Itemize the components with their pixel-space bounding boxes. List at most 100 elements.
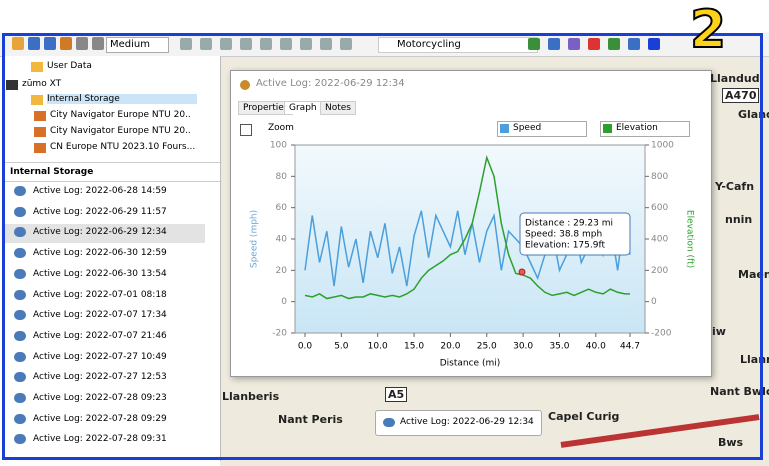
legend-swatch <box>603 124 612 133</box>
tab[interactable]: Notes <box>320 101 356 115</box>
tool-icon[interactable] <box>588 38 600 50</box>
y-tick-label: 40 <box>276 235 288 245</box>
y-tick-label: 20 <box>276 266 288 276</box>
track-icon <box>14 434 26 445</box>
list-item[interactable]: Active Log: 2022-07-27 10:49 <box>33 351 167 362</box>
zoom-label[interactable]: Zoom <box>268 123 294 133</box>
list-item[interactable]: Active Log: 2022-07-07 17:34 <box>33 310 167 321</box>
popup[interactable] <box>375 410 542 436</box>
list-item[interactable]: Active Log: 2022-07-27 12:53 <box>33 372 167 383</box>
tool-icon[interactable] <box>568 38 580 50</box>
track-icon <box>14 186 26 196</box>
y2-tick-label: -200 <box>651 329 672 339</box>
list-row[interactable] <box>5 224 205 244</box>
tool-icon[interactable] <box>648 38 660 50</box>
x-tick-label: 10.0 <box>368 342 388 352</box>
dialog-icon <box>240 80 250 90</box>
map-label: iw <box>712 325 726 338</box>
tree-item[interactable]: CN Europe NTU 2023.10 Fours... <box>50 142 196 152</box>
map-label: nnin <box>725 213 753 226</box>
tree-icon[interactable] <box>31 62 43 72</box>
tool-icon[interactable] <box>608 38 620 50</box>
tool-icon[interactable] <box>60 37 72 50</box>
tree-item[interactable]: zūmo XT <box>22 79 62 89</box>
tree-icon[interactable] <box>34 127 46 137</box>
y-tick-label: 80 <box>276 172 288 182</box>
x-tick-label: 30.0 <box>513 342 533 352</box>
tool-icon[interactable] <box>92 37 104 50</box>
track-icon <box>14 413 26 424</box>
tree-item[interactable]: Internal Storage <box>47 94 197 104</box>
tooltip-text: Speed: 38.8 mph <box>525 230 602 240</box>
list-item[interactable]: Active Log: 2022-06-28 14:59 <box>33 186 167 196</box>
y-tick-label: 0 <box>281 297 287 307</box>
tree-item[interactable]: City Navigator Europe NTU 20.. <box>50 110 191 120</box>
tool-icon[interactable] <box>340 38 352 50</box>
zoom-dropdown[interactable]: Medium <box>106 37 169 53</box>
map-label: Bws <box>718 436 744 449</box>
y2-tick-label: 600 <box>651 203 668 213</box>
tool-icon[interactable] <box>260 38 272 50</box>
tooltip-text: Elevation: 175.9ft <box>525 241 605 251</box>
list-item[interactable]: Active Log: 2022-06-29 11:57 <box>33 206 167 217</box>
tree-item[interactable]: User Data <box>47 61 92 71</box>
tree-item[interactable]: City Navigator Europe NTU 20.. <box>50 126 191 136</box>
x-axis-label: Distance (mi) <box>440 359 501 369</box>
zoom-checkbox[interactable] <box>240 124 252 136</box>
x-tick-label: 25.0 <box>477 342 497 352</box>
tool-icon[interactable] <box>528 38 540 50</box>
popup-text[interactable]: Active Log: 2022-06-29 12:34 <box>400 417 534 427</box>
highlight-frame <box>2 33 763 460</box>
y-axis-label: Speed (mph) <box>250 210 260 268</box>
map-label: A470 <box>722 88 760 103</box>
y2-tick-label: 1000 <box>651 141 674 151</box>
track-icon <box>14 289 26 300</box>
tool-icon[interactable] <box>240 38 252 50</box>
list-item[interactable]: Active Log: 2022-07-28 09:29 <box>33 413 167 424</box>
track-icon <box>14 310 26 321</box>
list-item[interactable]: Active Log: 2022-06-30 13:54 <box>33 268 167 279</box>
map-label: Llandud <box>710 72 760 85</box>
tool-icon[interactable] <box>76 37 88 50</box>
tool-icon[interactable] <box>548 38 560 50</box>
series-select[interactable] <box>600 121 690 137</box>
list-item[interactable]: Active Log: 2022-07-28 09:31 <box>33 434 167 445</box>
y2-axis-label: Elevation (ft) <box>685 210 695 268</box>
tool-icon[interactable] <box>300 38 312 50</box>
tab[interactable]: Properties <box>238 101 294 115</box>
legend-swatch <box>500 124 509 133</box>
step-badge: 2 <box>689 0 727 61</box>
tree-icon[interactable] <box>31 95 43 105</box>
series-select[interactable] <box>497 121 587 137</box>
legend-label: Elevation <box>616 123 658 133</box>
tree-icon[interactable] <box>6 80 18 90</box>
profile-dropdown[interactable]: Motorcycling <box>378 37 538 53</box>
tool-icon[interactable] <box>44 37 56 50</box>
tool-icon[interactable] <box>280 38 292 50</box>
track-icon <box>14 351 26 362</box>
x-tick-label: 5.0 <box>334 342 349 352</box>
list-item[interactable]: Active Log: 2022-07-01 08:18 <box>33 289 167 300</box>
tool-icon[interactable] <box>220 38 232 50</box>
tool-icon[interactable] <box>28 37 40 50</box>
tool-icon[interactable] <box>200 38 212 50</box>
list-item[interactable]: Active Log: 2022-07-07 21:46 <box>33 330 167 341</box>
y-tick-label: -20 <box>272 329 287 339</box>
x-tick-label: 40.0 <box>586 342 606 352</box>
track-icon <box>383 418 395 427</box>
tool-icon[interactable] <box>12 37 24 50</box>
tooltip <box>519 212 631 256</box>
tool-icon[interactable] <box>320 38 332 50</box>
list-item[interactable]: Active Log: 2022-06-30 12:59 <box>33 248 167 259</box>
tool-icon[interactable] <box>628 38 640 50</box>
tree-icon[interactable] <box>34 111 46 121</box>
list-item[interactable]: Active Log: 2022-07-28 09:23 <box>33 393 167 403</box>
map-label: Nant Bwlc <box>710 385 769 398</box>
tool-icon[interactable] <box>180 38 192 50</box>
left-panel <box>5 56 221 461</box>
y2-tick-label: 400 <box>651 235 668 245</box>
tree-icon[interactable] <box>34 143 46 153</box>
list-item[interactable]: Active Log: 2022-06-29 12:34 <box>33 227 167 238</box>
